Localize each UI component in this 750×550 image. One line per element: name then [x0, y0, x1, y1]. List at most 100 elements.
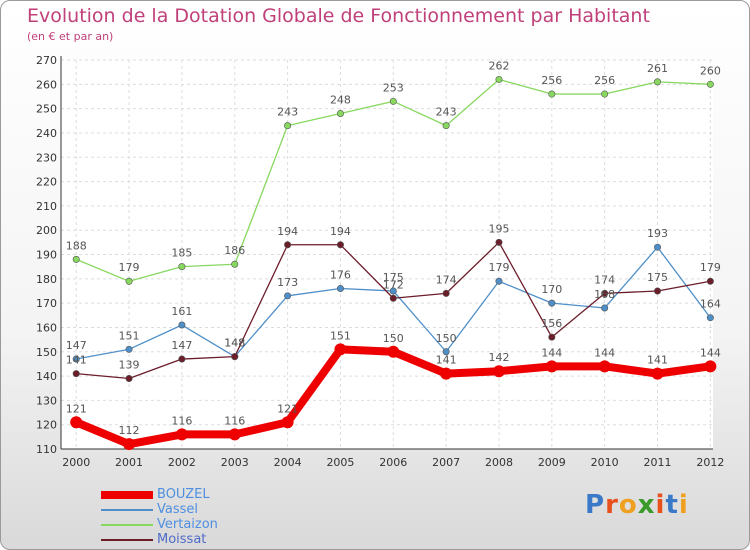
- logo-letter: o: [618, 490, 638, 520]
- data-label: 194: [277, 225, 298, 238]
- data-label: 260: [700, 64, 721, 77]
- data-label: 139: [119, 358, 140, 371]
- x-tick-label: 2011: [644, 456, 672, 469]
- data-point: [706, 80, 714, 88]
- chart-title: Evolution de la Dotation Globale de Fonc…: [27, 5, 650, 27]
- data-point: [70, 416, 83, 429]
- data-point: [548, 333, 556, 341]
- data-point: [601, 90, 609, 98]
- y-tick-label: 120: [36, 419, 57, 432]
- data-point: [654, 243, 662, 251]
- data-point: [178, 321, 186, 329]
- data-label: 116: [171, 414, 192, 427]
- data-point: [389, 287, 397, 295]
- data-point: [336, 241, 344, 249]
- data-label: 176: [330, 269, 351, 282]
- data-label: 256: [541, 74, 562, 87]
- data-point: [72, 255, 80, 263]
- data-label: 156: [541, 317, 562, 330]
- data-label: 243: [277, 106, 298, 119]
- x-tick-label: 2003: [221, 456, 249, 469]
- data-label: 179: [488, 261, 509, 274]
- x-tick-label: 2005: [326, 456, 354, 469]
- legend-label: Moissat: [157, 532, 207, 547]
- data-point: [706, 314, 714, 322]
- data-label: 172: [383, 278, 404, 291]
- proxiti-logo: Proxiti: [585, 490, 689, 520]
- data-point: [598, 360, 611, 373]
- data-point: [125, 345, 133, 353]
- y-tick-label: 190: [36, 249, 57, 262]
- legend-label: Vassel: [157, 502, 199, 517]
- legend-label: BOUZEL: [157, 487, 210, 502]
- data-point: [284, 122, 292, 130]
- data-point: [601, 289, 609, 297]
- y-tick-label: 180: [36, 273, 57, 286]
- data-point: [72, 370, 80, 378]
- data-point: [492, 365, 505, 378]
- y-tick-label: 210: [36, 200, 57, 213]
- data-label: 253: [383, 81, 404, 94]
- data-label: 150: [436, 332, 457, 345]
- x-tick-label: 2001: [115, 456, 143, 469]
- logo-letter: i: [678, 490, 689, 520]
- data-label: 161: [171, 305, 192, 318]
- data-label: 175: [647, 271, 668, 284]
- data-label: 174: [436, 273, 457, 286]
- data-label: 186: [224, 244, 245, 257]
- data-label: 174: [594, 273, 615, 286]
- legend-swatch: [101, 490, 153, 499]
- data-point: [548, 90, 556, 98]
- data-label: 261: [647, 62, 668, 75]
- legend-swatch: [101, 523, 153, 526]
- data-point: [389, 97, 397, 105]
- data-label: 170: [541, 283, 562, 296]
- data-label: 141: [436, 354, 457, 367]
- y-tick-label: 230: [36, 151, 57, 164]
- data-label: 148: [224, 337, 245, 350]
- data-point: [387, 345, 400, 358]
- data-point: [336, 109, 344, 117]
- data-point: [442, 289, 450, 297]
- data-label: 256: [594, 74, 615, 87]
- data-point: [125, 374, 133, 382]
- data-point: [651, 367, 664, 380]
- y-tick-label: 240: [36, 127, 57, 140]
- x-tick-label: 2012: [696, 456, 724, 469]
- y-tick-label: 250: [36, 103, 57, 116]
- data-label: 141: [647, 354, 668, 367]
- data-point: [548, 299, 556, 307]
- data-label: 144: [541, 346, 562, 359]
- y-tick-label: 200: [36, 224, 57, 237]
- x-tick-label: 2008: [485, 456, 513, 469]
- data-label: 141: [66, 354, 87, 367]
- data-point: [654, 287, 662, 295]
- x-tick-label: 2004: [274, 456, 302, 469]
- y-tick-label: 110: [36, 443, 57, 456]
- y-tick-label: 260: [36, 78, 57, 91]
- data-point: [281, 416, 294, 429]
- x-tick-label: 2000: [62, 456, 90, 469]
- data-label: 147: [171, 339, 192, 352]
- data-label: 112: [119, 424, 140, 437]
- data-point: [284, 241, 292, 249]
- data-label: 185: [171, 247, 192, 260]
- data-point: [495, 277, 503, 285]
- data-label: 164: [700, 298, 721, 311]
- data-point: [284, 292, 292, 300]
- data-point: [123, 438, 136, 451]
- data-label: 116: [224, 414, 245, 427]
- data-point: [178, 355, 186, 363]
- data-label: 142: [488, 351, 509, 364]
- data-point: [704, 360, 717, 373]
- data-point: [442, 122, 450, 130]
- data-point: [442, 348, 450, 356]
- data-label: 148: [224, 337, 245, 350]
- x-tick-label: 2009: [538, 456, 566, 469]
- data-label: 144: [700, 346, 721, 359]
- x-tick-label: 2002: [168, 456, 196, 469]
- logo-letter: x: [637, 490, 656, 520]
- data-point: [178, 263, 186, 271]
- data-point: [545, 360, 558, 373]
- legend: BOUZEL Vassel Vertaizon Moissat: [101, 487, 218, 547]
